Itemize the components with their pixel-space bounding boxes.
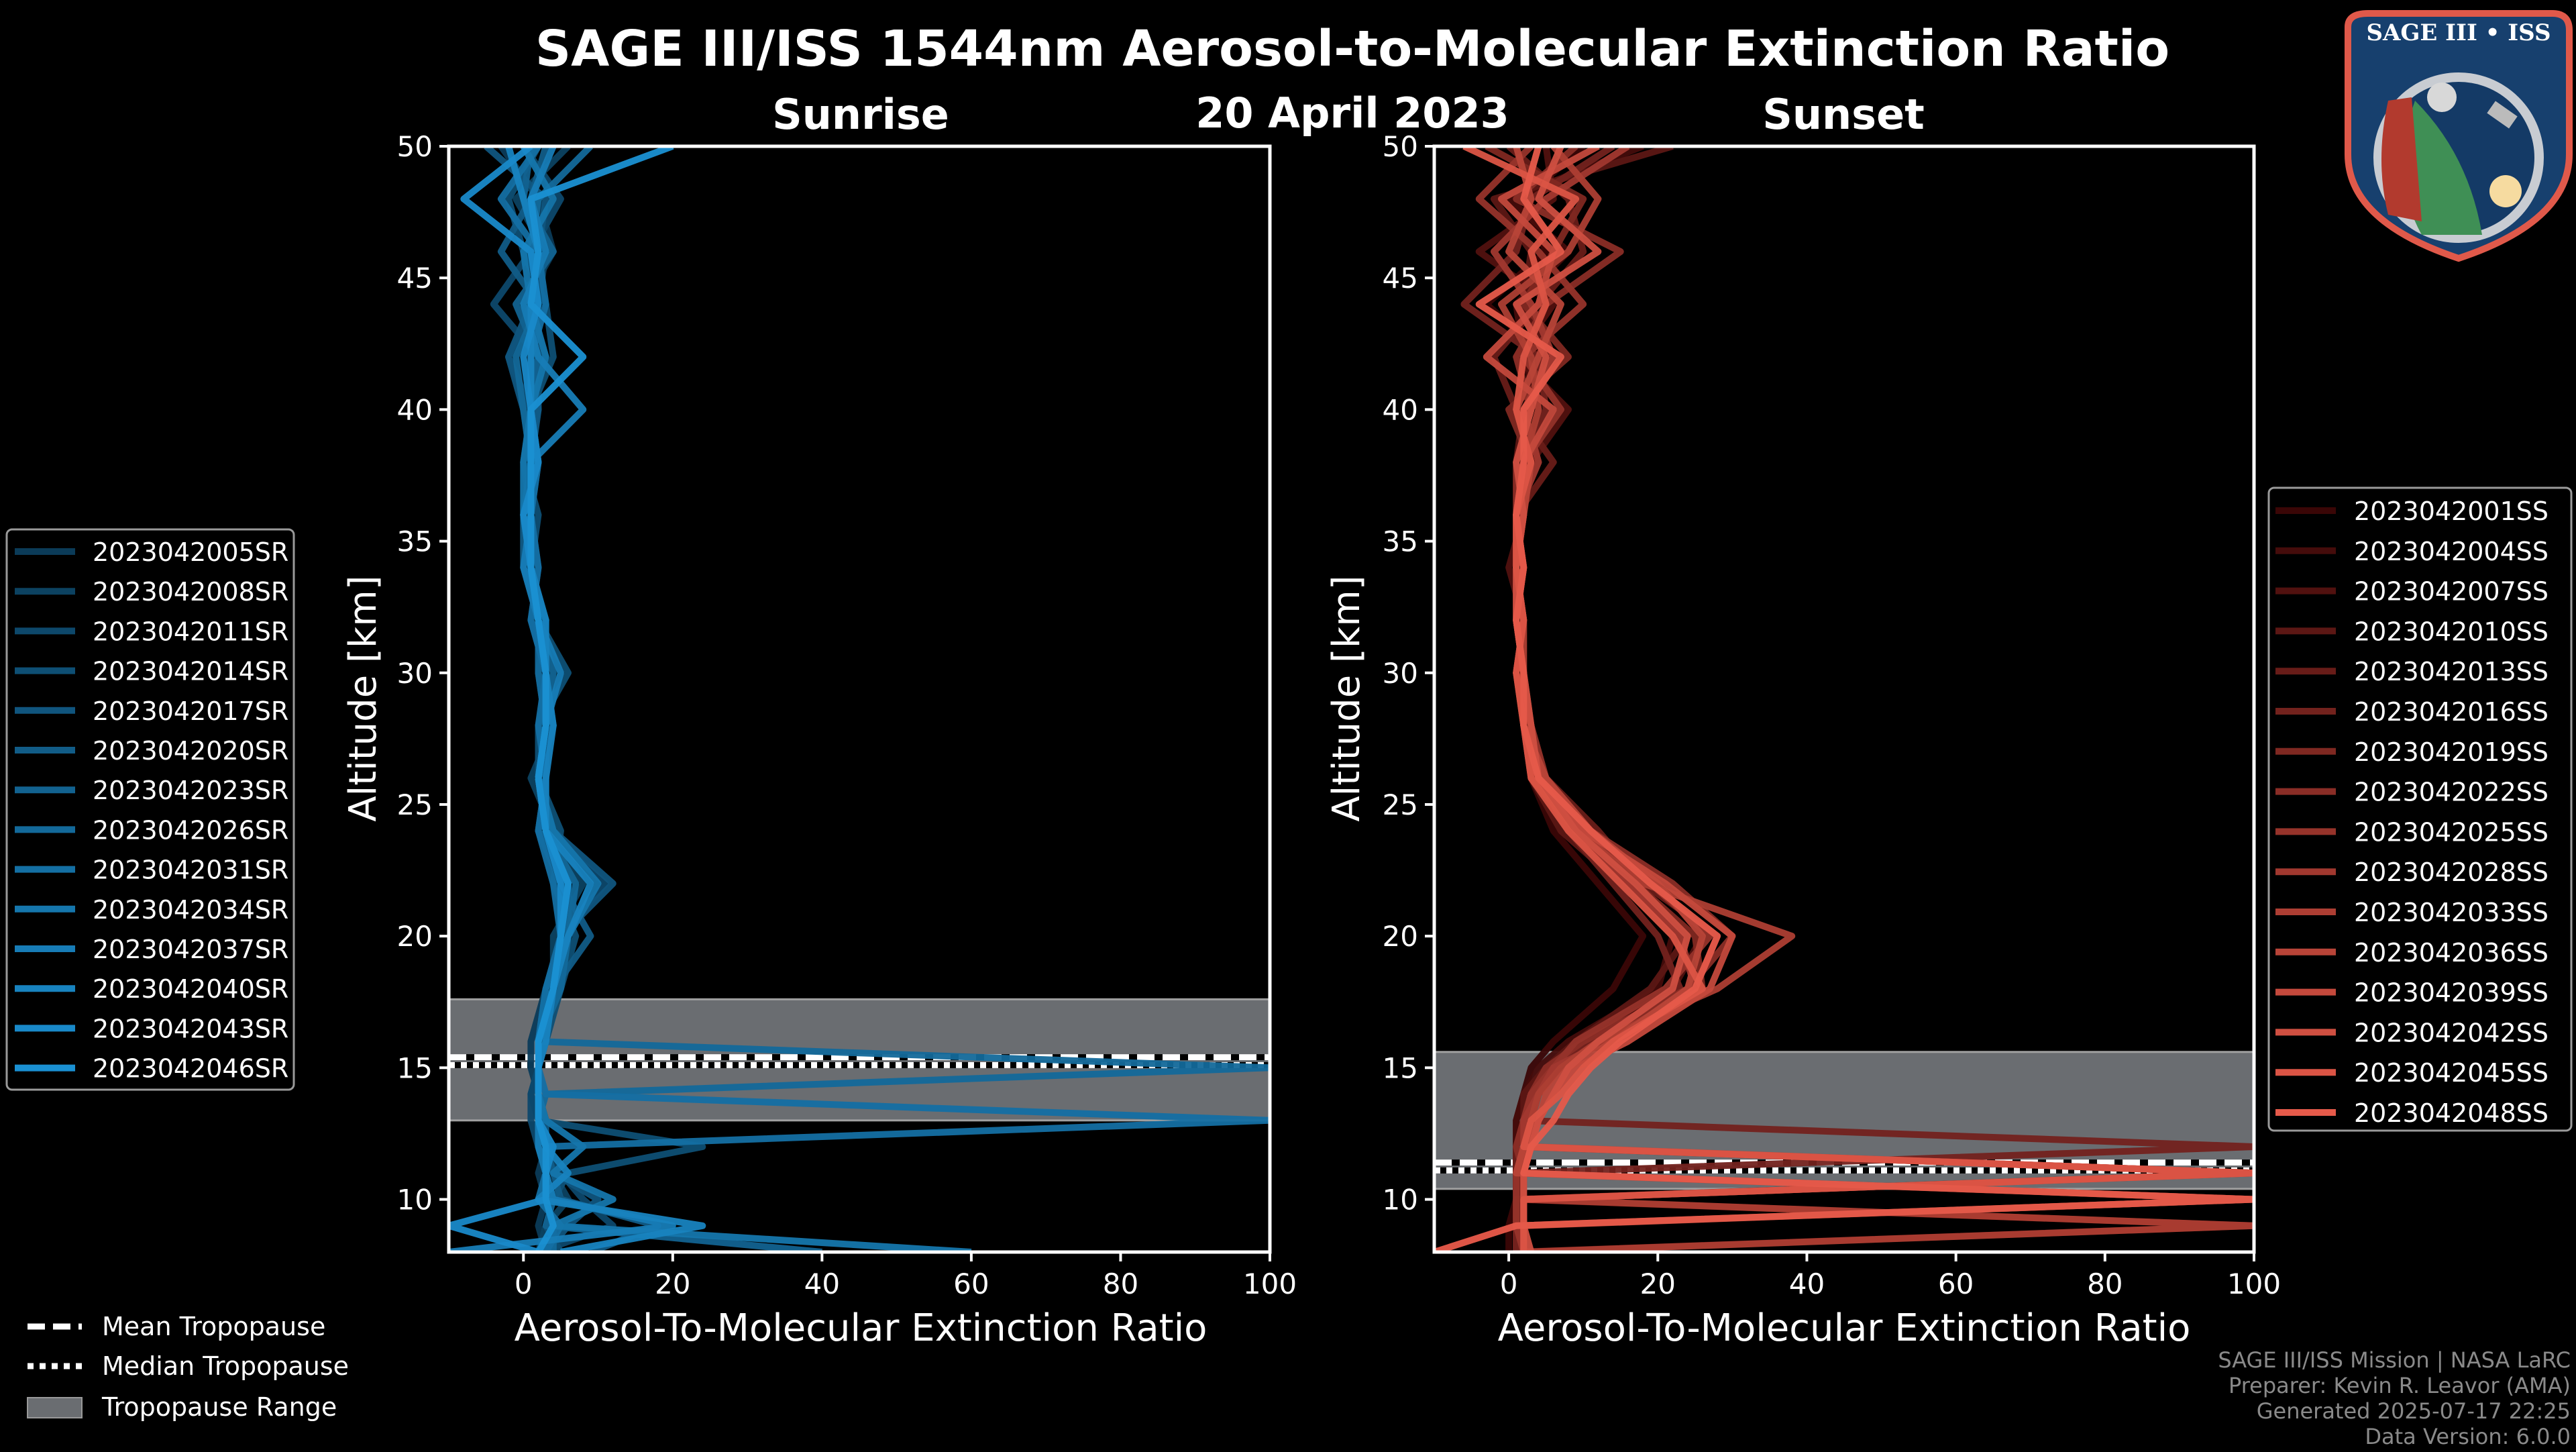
- x-tick-label: 60: [953, 1267, 989, 1300]
- y-tick-label: 20: [1383, 920, 1418, 953]
- x-axis-label-sunset: Aerosol-To-Molecular Extinction Ratio: [1498, 1306, 2191, 1350]
- axes-frame: [447, 144, 1272, 1254]
- sage-iii-iss-mission-logo: SAGE III • ISS: [2345, 10, 2573, 262]
- y-tick-label: 35: [1383, 525, 1418, 558]
- mean-tropopause-label: Mean Tropopause: [102, 1312, 325, 1341]
- x-tick-label: 20: [1640, 1267, 1676, 1300]
- y-tick-label: 45: [397, 262, 433, 295]
- footer-mission: SAGE III/ISS Mission | NASA LaRC: [2218, 1347, 2571, 1373]
- sunset-panel: 0 20 40 60 80 100 10 15 20 25 30 35 40 45 50: [1383, 130, 2282, 1300]
- legend-label: 2023042004SS: [2354, 537, 2548, 566]
- y-tick-label: 40: [1383, 393, 1418, 426]
- legend-label: 2023042043SR: [93, 1014, 288, 1043]
- legend-label: 2023042031SR: [93, 855, 288, 885]
- x-tick-label: 60: [1938, 1267, 1974, 1300]
- footer-generated: Generated 2025-07-17 22:25: [2257, 1398, 2571, 1424]
- legend-label: 2023042026SR: [93, 815, 288, 845]
- legend-label: 2023042013SS: [2354, 657, 2548, 686]
- y-tick-label: 50: [397, 130, 433, 163]
- legend-label: 2023042023SR: [93, 776, 288, 805]
- legend-sunset: 2023042001SS 2023042004SS 2023042007SS 2023…: [2267, 486, 2573, 1132]
- legend-label: 2023042028SS: [2354, 858, 2548, 887]
- y-tick-label: 15: [397, 1051, 433, 1084]
- legend-label: 2023042008SR: [93, 577, 288, 607]
- x-tick-label: 0: [1500, 1267, 1518, 1300]
- y-tick-label: 40: [397, 393, 433, 426]
- legend-label: 2023042033SS: [2354, 898, 2548, 927]
- legend-label: 2023042011SR: [93, 617, 288, 646]
- panel-title-sunrise: Sunrise: [772, 90, 949, 139]
- y-tick-label: 35: [397, 525, 433, 558]
- series-line-2023042045SS: [1462, 146, 2254, 1252]
- date-label: 20 April 2023: [1195, 89, 1509, 138]
- legend-label: 2023042020SR: [93, 736, 288, 766]
- legend-label: 2023042022SS: [2354, 778, 2548, 807]
- y-tick-label: 10: [1383, 1184, 1418, 1216]
- legend-sunrise: 2023042005SR 2023042008SR 2023042011SR 2023…: [5, 528, 295, 1091]
- y-tick-label: 50: [1383, 130, 1418, 163]
- tropopause-legend: Mean Tropopause Median Tropopause Tropop…: [27, 1312, 349, 1422]
- y-tick-label: 20: [397, 920, 433, 953]
- footer-data-version: Data Version: 6.0.0: [2365, 1424, 2571, 1449]
- legend-label: 2023042005SR: [93, 537, 288, 567]
- x-tick-label: 0: [515, 1267, 533, 1300]
- sunrise-panel: 0 20 40 60 80 100 10 15 20 25 30 35 40 45 50: [397, 130, 1297, 1300]
- median-tropopause-label: Median Tropopause: [102, 1351, 349, 1381]
- x-tick-label: 100: [2227, 1267, 2281, 1300]
- logo-title: SAGE III • ISS: [2366, 19, 2551, 46]
- x-tick-label: 20: [655, 1267, 690, 1300]
- panel-title-sunset: Sunset: [1762, 90, 1925, 139]
- legend-label: 2023042042SS: [2354, 1018, 2548, 1047]
- figure-title: SAGE III/ISS 1544nm Aerosol-to-Molecular…: [535, 20, 2169, 78]
- y-tick-label: 45: [1383, 262, 1418, 295]
- tropopause-range-label: Tropopause Range: [101, 1392, 337, 1422]
- legend-label: 2023042034SR: [93, 895, 288, 925]
- legend-label: 2023042036SS: [2354, 938, 2548, 968]
- y-tick-label: 30: [1383, 657, 1418, 690]
- y-tick-label: 25: [397, 788, 433, 821]
- legend-label: 2023042014SR: [93, 657, 288, 686]
- legend-label: 2023042019SS: [2354, 737, 2548, 767]
- axes-frame: [1432, 144, 2256, 1254]
- footer: SAGE III/ISS Mission | NASA LaRC Prepare…: [2218, 1347, 2571, 1449]
- y-tick-label: 10: [397, 1184, 433, 1216]
- legend-label: 2023042048SS: [2354, 1098, 2548, 1128]
- x-tick-label: 80: [2087, 1267, 2123, 1300]
- legend-label: 2023042039SS: [2354, 978, 2548, 1008]
- legend-label: 2023042007SS: [2354, 577, 2548, 607]
- legend-label: 2023042040SR: [93, 974, 288, 1004]
- legend-label: 2023042010SS: [2354, 617, 2548, 646]
- y-axis-label-sunset: Altitude [km]: [1325, 575, 1368, 821]
- y-axis-label-sunrise: Altitude [km]: [341, 575, 385, 821]
- footer-preparer: Preparer: Kevin R. Leavor (AMA): [2229, 1373, 2571, 1398]
- legend-label: 2023042016SS: [2354, 697, 2548, 727]
- y-tick-label: 15: [1383, 1051, 1418, 1084]
- x-tick-label: 80: [1103, 1267, 1138, 1300]
- y-tick-label: 30: [397, 657, 433, 690]
- x-tick-label: 100: [1243, 1267, 1297, 1300]
- x-tick-label: 40: [1789, 1267, 1825, 1300]
- series-line-2023042046SR: [527, 146, 674, 1252]
- legend-label: 2023042017SR: [93, 696, 288, 726]
- legend-label: 2023042001SS: [2354, 497, 2548, 526]
- x-axis-label-sunrise: Aerosol-To-Molecular Extinction Ratio: [515, 1306, 1208, 1350]
- y-tick-label: 25: [1383, 788, 1418, 821]
- series-line-2023042048SS: [1434, 146, 2254, 1252]
- x-tick-label: 40: [804, 1267, 840, 1300]
- legend-label: 2023042046SR: [93, 1054, 288, 1084]
- legend-label: 2023042045SS: [2354, 1058, 2548, 1088]
- legend-label: 2023042025SS: [2354, 817, 2548, 847]
- legend-label: 2023042037SR: [93, 935, 288, 964]
- tropopause-range-swatch: [27, 1397, 83, 1418]
